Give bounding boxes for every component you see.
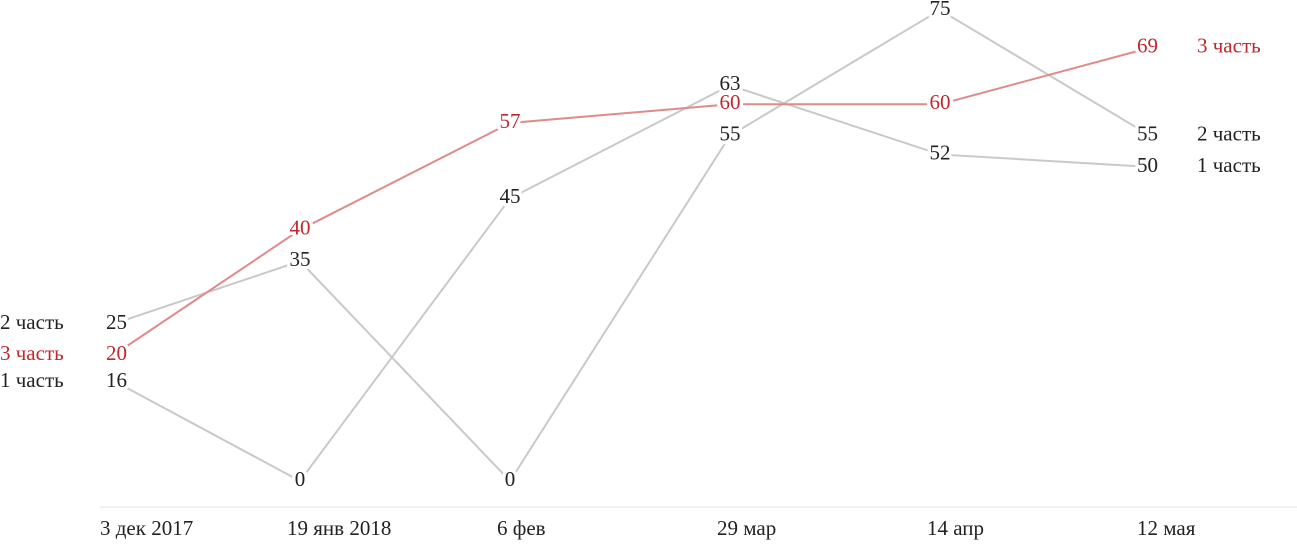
series-line — [112, 84, 1151, 483]
series-label-right: 2 часть — [1197, 121, 1261, 145]
x-tick-label: 14 апр — [927, 516, 984, 540]
series-line — [112, 46, 1151, 357]
series-label-left: 3 часть — [0, 341, 64, 365]
data-label: 60 — [930, 90, 951, 114]
series-line — [112, 8, 1151, 483]
data-label: 0 — [295, 467, 306, 491]
data-label: 63 — [720, 71, 741, 95]
data-label: 75 — [930, 0, 951, 20]
series-label-right: 1 часть — [1197, 153, 1261, 177]
data-label: 50 — [1137, 153, 1158, 177]
data-label: 35 — [290, 247, 311, 271]
data-label: 40 — [290, 216, 311, 240]
data-label: 60 — [720, 90, 741, 114]
data-label: 55 — [720, 121, 741, 145]
series-label-left: 1 часть — [0, 368, 64, 392]
data-label: 55 — [1137, 121, 1158, 145]
data-label: 0 — [505, 467, 516, 491]
x-tick-label: 29 мар — [717, 516, 776, 540]
x-tick-label: 12 мая — [1137, 516, 1196, 540]
data-label: 20 — [106, 341, 127, 365]
series-label-left: 2 часть — [0, 310, 64, 334]
x-tick-label: 19 янв 2018 — [287, 516, 391, 540]
series-label-right: 3 часть — [1197, 33, 1261, 57]
data-label: 25 — [106, 310, 127, 334]
data-label: 52 — [930, 140, 951, 164]
data-label: 16 — [106, 368, 127, 392]
data-label: 69 — [1137, 33, 1158, 57]
x-tick-label: 3 дек 2017 — [100, 516, 193, 540]
data-label: 45 — [500, 184, 521, 208]
data-label: 57 — [500, 109, 521, 133]
x-tick-label: 6 фев — [497, 516, 546, 540]
